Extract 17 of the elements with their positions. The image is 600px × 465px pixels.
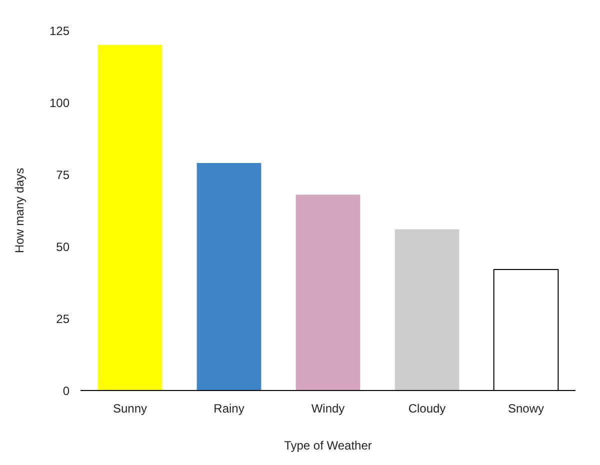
y-tick-label: 50 (56, 240, 70, 254)
x-tick-label: Snowy (508, 402, 544, 416)
x-tick-label: Sunny (112, 402, 148, 416)
bar (394, 229, 460, 390)
y-tick-label: 125 (49, 24, 70, 38)
y-tick-label: 75 (56, 168, 70, 182)
bar (98, 44, 162, 390)
x-axis-title: Type of Weather (284, 438, 372, 452)
bar (196, 162, 262, 390)
x-tick-label: Cloudy (408, 402, 446, 416)
x-tick-label: Rainy (214, 402, 244, 416)
y-tick-label: 100 (49, 96, 70, 110)
y-tick-label: 25 (56, 312, 70, 326)
y-axis-title: How many days (12, 168, 26, 254)
y-tick-label: 0 (62, 384, 70, 398)
bar (296, 194, 360, 390)
x-tick-label: Windy (311, 402, 345, 416)
